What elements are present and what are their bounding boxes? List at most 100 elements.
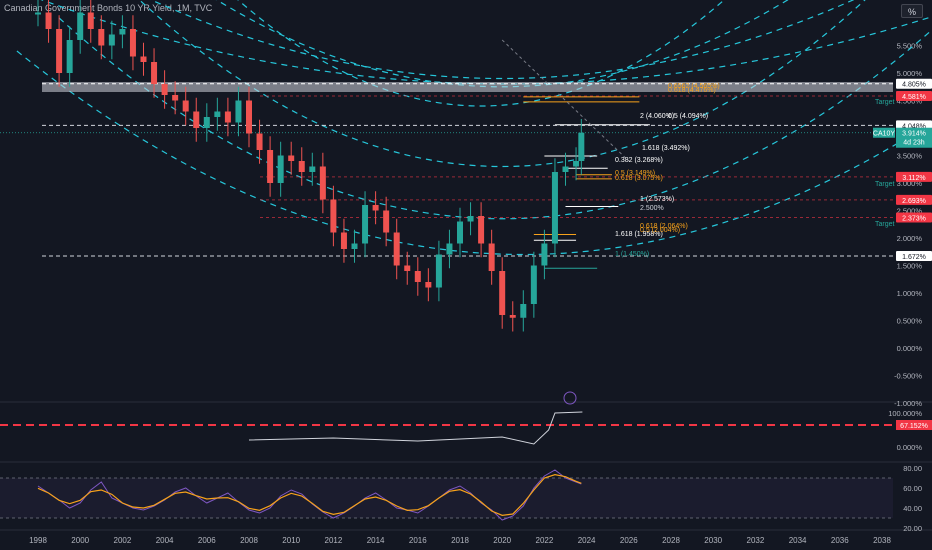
- candle-body: [425, 282, 432, 288]
- price-tag: [896, 251, 932, 262]
- x-tick-label: 2000: [71, 536, 89, 545]
- price-tag-label: 4.805%: [902, 82, 926, 89]
- rsi-tick: 20.00: [903, 524, 922, 533]
- fib-label: 0.382 (3.268%): [615, 157, 663, 164]
- rsi-ma-line: [37, 474, 582, 516]
- candle-body: [530, 265, 537, 304]
- candle-body: [435, 254, 442, 288]
- fib-label: 1.618 (3.492%): [642, 145, 690, 152]
- candle-body: [446, 243, 453, 255]
- candle-body: [578, 132, 585, 161]
- price-tag-label: 4.581%: [902, 94, 926, 101]
- candle-body: [256, 133, 263, 150]
- candle-body: [267, 150, 274, 183]
- fib-label: 1.618 (1.958%): [615, 231, 663, 238]
- price-tag: [896, 78, 932, 89]
- x-tick-label: 2010: [282, 536, 300, 545]
- current-price-tag: [896, 127, 932, 148]
- candle-body: [467, 216, 474, 222]
- candle-body: [87, 12, 94, 29]
- candle-body: [108, 34, 115, 46]
- candle-body: [151, 62, 158, 84]
- candle-body: [319, 166, 326, 200]
- x-tick-label: 1998: [29, 536, 47, 545]
- fib-label: 1 (2.573%): [640, 196, 674, 203]
- alert-icon: [563, 391, 577, 405]
- y-tick-label: -0.500%: [894, 372, 922, 381]
- unit-toggle-button[interactable]: %: [901, 4, 923, 18]
- candle-body: [362, 205, 369, 244]
- target-label: Target: [875, 181, 895, 188]
- candle-body: [161, 84, 168, 95]
- price-tag-label: 4.048%: [902, 123, 926, 130]
- symbol-tag: [873, 127, 895, 138]
- rsi-tick: 60.00: [903, 484, 922, 493]
- candle-body: [172, 95, 179, 101]
- target-label: Target: [875, 99, 895, 106]
- current-price-label: 3.914%: [902, 131, 926, 138]
- x-tick-label: 2022: [536, 536, 554, 545]
- fib-label: 0.618 (3.075%): [615, 175, 663, 182]
- fib-label: 0.5 (2.004%): [640, 227, 680, 234]
- y-tick-label: 0.000%: [897, 344, 923, 353]
- candle-body: [488, 243, 495, 271]
- candle-body: [119, 29, 126, 35]
- candle-body: [45, 12, 52, 29]
- candle-body: [182, 100, 189, 112]
- fibonacci-arc: [16, 50, 932, 255]
- alert-tag-label: 67.152%: [900, 423, 928, 430]
- y-tick-label: -1.000%: [894, 399, 922, 408]
- price-tag: [896, 91, 932, 102]
- candle-body: [372, 205, 379, 211]
- candle-body: [393, 232, 400, 266]
- price-tag: [896, 212, 932, 223]
- price-tag: [896, 194, 932, 205]
- candle-body: [288, 155, 295, 161]
- candle-body: [541, 243, 548, 266]
- candle-body: [573, 161, 580, 167]
- candle-body: [383, 210, 390, 233]
- fib-label: 0.5 (4.094%): [668, 113, 708, 120]
- candle-body: [98, 29, 105, 46]
- x-tick-label: 2018: [451, 536, 469, 545]
- symbol-tag-label: CA10Y: [873, 131, 896, 138]
- candle-body: [340, 232, 347, 249]
- candle-body: [520, 304, 527, 318]
- resistance-zone: [42, 82, 893, 92]
- x-tick-label: 2012: [325, 536, 343, 545]
- candle-body: [414, 271, 421, 282]
- fib-label: 0.618 (2.064%): [640, 223, 688, 230]
- candle-body: [562, 166, 569, 172]
- y-tick-label: 2.500%: [897, 207, 923, 216]
- rsi-band: [0, 478, 893, 518]
- x-tick-label: 2034: [789, 536, 807, 545]
- y-tick-label: 3.000%: [897, 179, 923, 188]
- fibonacci-arc: [40, 0, 932, 85]
- x-tick-label: 2024: [578, 536, 596, 545]
- fibonacci-arc: [150, 0, 855, 79]
- x-tick-label: 2016: [409, 536, 427, 545]
- target-label: Target: [875, 221, 895, 228]
- y-tick-label: 2.000%: [897, 234, 923, 243]
- candle-body: [235, 100, 242, 123]
- price-tag-label: 2.373%: [902, 215, 926, 222]
- fibonacci-arc: [58, 17, 932, 220]
- price-tag: [896, 171, 932, 182]
- x-tick-label: 2008: [240, 536, 258, 545]
- candle-body: [66, 40, 73, 73]
- candle-body: [246, 100, 252, 134]
- x-tick-label: 2004: [156, 536, 174, 545]
- y-tick-label: 1.000%: [897, 289, 923, 298]
- indicator1-tick: 0.000%: [897, 443, 923, 452]
- x-tick-label: 2026: [620, 536, 638, 545]
- candle-body: [203, 117, 210, 128]
- rsi-tick: 40.00: [903, 504, 922, 513]
- indicator1-panel: [0, 402, 893, 462]
- candle-body: [56, 29, 63, 73]
- x-tick-label: 2002: [114, 536, 132, 545]
- candle-body: [351, 243, 358, 249]
- chart-title: Canadian Government Bonds 10 YR Yield, 1…: [4, 3, 213, 13]
- fib-label: 2.500%: [640, 205, 664, 212]
- candle-body: [499, 271, 506, 315]
